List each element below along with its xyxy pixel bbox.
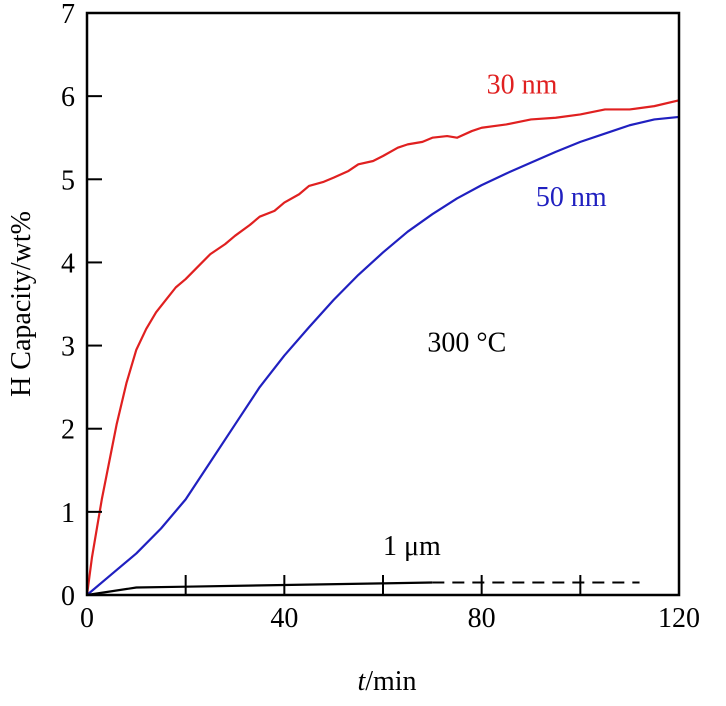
x-tick-label: 40 <box>270 603 298 634</box>
series-line-1 <box>86 115 680 596</box>
y-tick-label: 1 <box>61 498 75 529</box>
series-label: 50 nm <box>536 182 607 213</box>
x-tick-label: 80 <box>468 603 496 634</box>
y-tick-label: 0 <box>61 581 75 612</box>
y-axis-label: H Capacity/wt% <box>6 211 37 397</box>
x-axis-label: t/min <box>357 666 416 697</box>
y-tick-label: 3 <box>61 332 75 363</box>
y-tick-label: 2 <box>61 415 75 446</box>
y-tick-label: 4 <box>61 248 75 279</box>
y-tick-label: 5 <box>61 165 75 196</box>
series-label: 1 μm <box>383 531 441 562</box>
series-label: 30 nm <box>487 70 558 101</box>
series-line-2 <box>86 581 433 597</box>
series-line-0 <box>85 99 680 596</box>
x-tick-label: 0 <box>80 603 94 634</box>
plot-frame <box>85 11 681 597</box>
y-tick-label: 7 <box>61 0 75 30</box>
x-tick-label: 120 <box>658 603 700 634</box>
y-tick-label: 6 <box>61 82 75 113</box>
annotation: 300 °C <box>427 327 506 358</box>
